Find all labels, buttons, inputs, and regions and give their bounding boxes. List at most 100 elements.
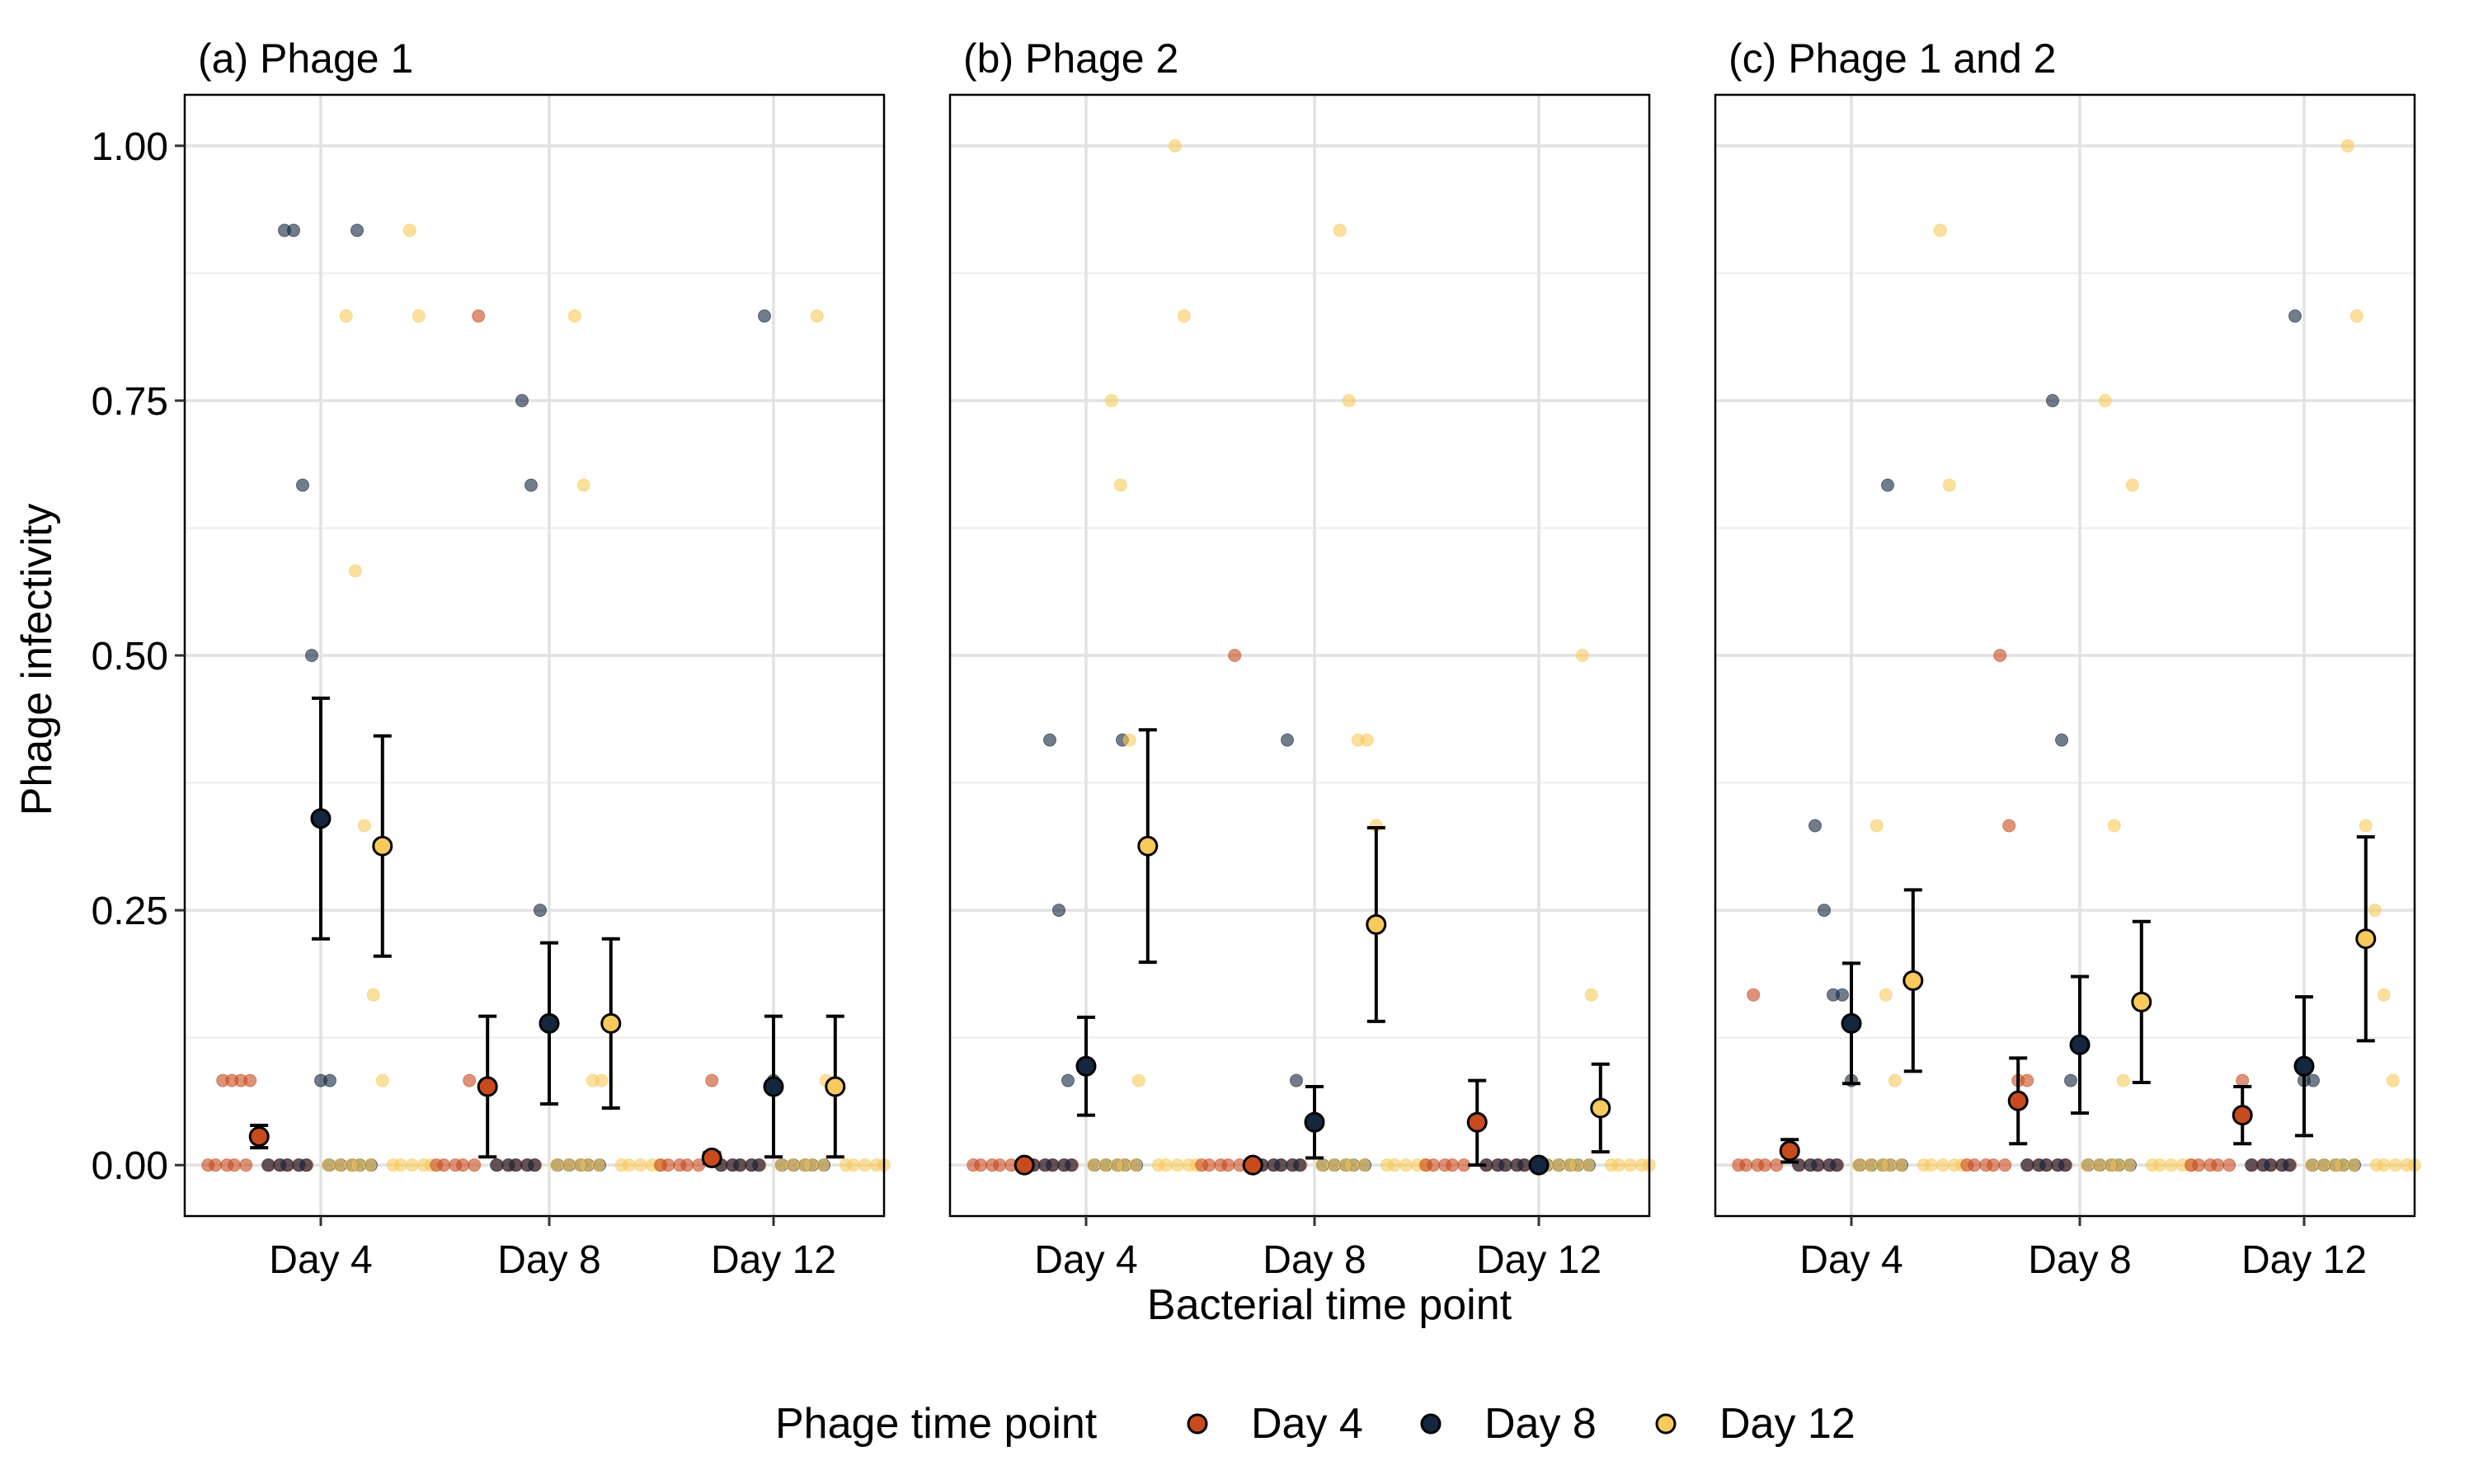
raw-point (2080, 1158, 2094, 1172)
raw-point (2236, 1073, 2250, 1087)
raw-point (366, 988, 380, 1002)
raw-point (348, 564, 362, 578)
raw-point (1293, 1158, 1306, 1172)
mean-point (1528, 1154, 1550, 1176)
raw-point (1818, 904, 1831, 918)
raw-point (680, 1158, 694, 1172)
legend-entry: Day 12 (1655, 1400, 1856, 1448)
mean-point (763, 1076, 784, 1097)
raw-point (228, 1158, 242, 1172)
raw-point (1387, 1158, 1401, 1172)
raw-point (752, 1158, 765, 1172)
raw-point (1550, 1158, 1564, 1172)
panel-title: (a) Phage 1 (198, 35, 413, 82)
raw-point (1177, 309, 1191, 323)
y-tick-label: 0.50 (92, 635, 168, 679)
minor-gridlines (1715, 272, 2415, 1039)
mean-point (1903, 970, 1924, 991)
x-tick-label: Day 12 (1476, 1238, 1602, 1282)
raw-point (1498, 1158, 1512, 1172)
mean-point (600, 1012, 622, 1034)
raw-point (2335, 1158, 2349, 1172)
x-ticks: Day 4 Day 8 Day 12 (1034, 1216, 1602, 1282)
y-axis-title: Phage infectivity (13, 504, 61, 816)
legend-title: Phage time point (775, 1400, 1098, 1448)
mean-point (2355, 928, 2377, 950)
raw-point (661, 1158, 675, 1172)
raw-point (1342, 393, 1356, 407)
raw-point (1879, 988, 1893, 1002)
raw-point (472, 309, 486, 323)
raw-point (524, 478, 538, 492)
raw-point (509, 1158, 522, 1172)
raw-point (1517, 1158, 1531, 1172)
raw-point (2349, 309, 2363, 323)
raw-point (622, 1158, 636, 1172)
y-tick-label: 0.75 (92, 380, 168, 424)
zero-points (201, 1158, 891, 1172)
x-tick-label: Day 8 (497, 1238, 600, 1282)
raw-point (2316, 1158, 2330, 1172)
raw-point (2377, 1158, 2391, 1172)
mean-point (2131, 991, 2152, 1012)
raw-point (2039, 1158, 2053, 1172)
minor-gridlines (185, 272, 884, 1039)
legend-entry: Day 4 (1187, 1400, 1363, 1448)
raw-point (1427, 1158, 1441, 1172)
raw-point (468, 1158, 482, 1172)
mean-point (1466, 1111, 1488, 1133)
mean-point (2007, 1090, 2029, 1111)
raw-point (1808, 819, 1822, 833)
panel-1: (a) Phage 1 Day 4 Day 8 Day 12 (183, 35, 891, 1282)
raw-point (1098, 1158, 1112, 1172)
mean-point (477, 1076, 498, 1097)
raw-points (1747, 139, 2400, 1087)
y-tick-label: 0.25 (92, 890, 168, 933)
raw-point (463, 1073, 477, 1087)
mean-point (1137, 835, 1159, 857)
raw-point (595, 1073, 609, 1087)
raw-point (2122, 1158, 2136, 1172)
raw-point (1360, 733, 1374, 747)
raw-point (580, 1158, 594, 1172)
raw-point (490, 1158, 503, 1172)
raw-point (1998, 1158, 2012, 1172)
raw-point (633, 1158, 647, 1172)
raw-point (1043, 733, 1056, 747)
axis-texts: Phage infectivity Bacterial time point (13, 504, 1512, 1329)
mean-point (1366, 913, 1387, 935)
panel-2: (b) Phage 2 Day 4 Day 8 Day 12 (948, 35, 1656, 1282)
raw-point (1128, 1158, 1142, 1172)
raw-point (351, 1158, 365, 1172)
raw-point (561, 1158, 575, 1172)
raw-point (2222, 1158, 2236, 1172)
raw-point (974, 1158, 988, 1172)
x-tick-label: Day 4 (1034, 1238, 1137, 1282)
raw-point (2283, 1158, 2296, 1172)
raw-point (1290, 1073, 1303, 1087)
mean-point (2069, 1034, 2091, 1055)
minor-gridlines (950, 272, 1649, 1039)
raw-point (2346, 1158, 2360, 1172)
raw-point (1881, 478, 1894, 492)
raw-point (1281, 733, 1294, 747)
raw-point (412, 309, 426, 323)
legend-entries: Day 4 Day 8 Day 12 (1187, 1400, 1856, 1448)
raw-point (1581, 1158, 1595, 1172)
raw-point (1086, 1158, 1100, 1172)
mean-point (310, 808, 332, 829)
raw-point (1830, 1158, 1843, 1172)
raw-point (2020, 1158, 2034, 1172)
raw-point (405, 1158, 419, 1172)
raw-point (1758, 1158, 1772, 1172)
mean-point (539, 1012, 560, 1034)
raw-point (2002, 819, 2016, 833)
mean-point (701, 1148, 722, 1169)
x-ticks: Day 4 Day 8 Day 12 (1799, 1216, 2367, 1282)
x-tick-label: Day 12 (2241, 1238, 2367, 1282)
raw-points (1043, 139, 1598, 1087)
raw-point (2192, 1158, 2206, 1172)
raw-point (2386, 1073, 2400, 1087)
raw-point (1333, 223, 1347, 237)
